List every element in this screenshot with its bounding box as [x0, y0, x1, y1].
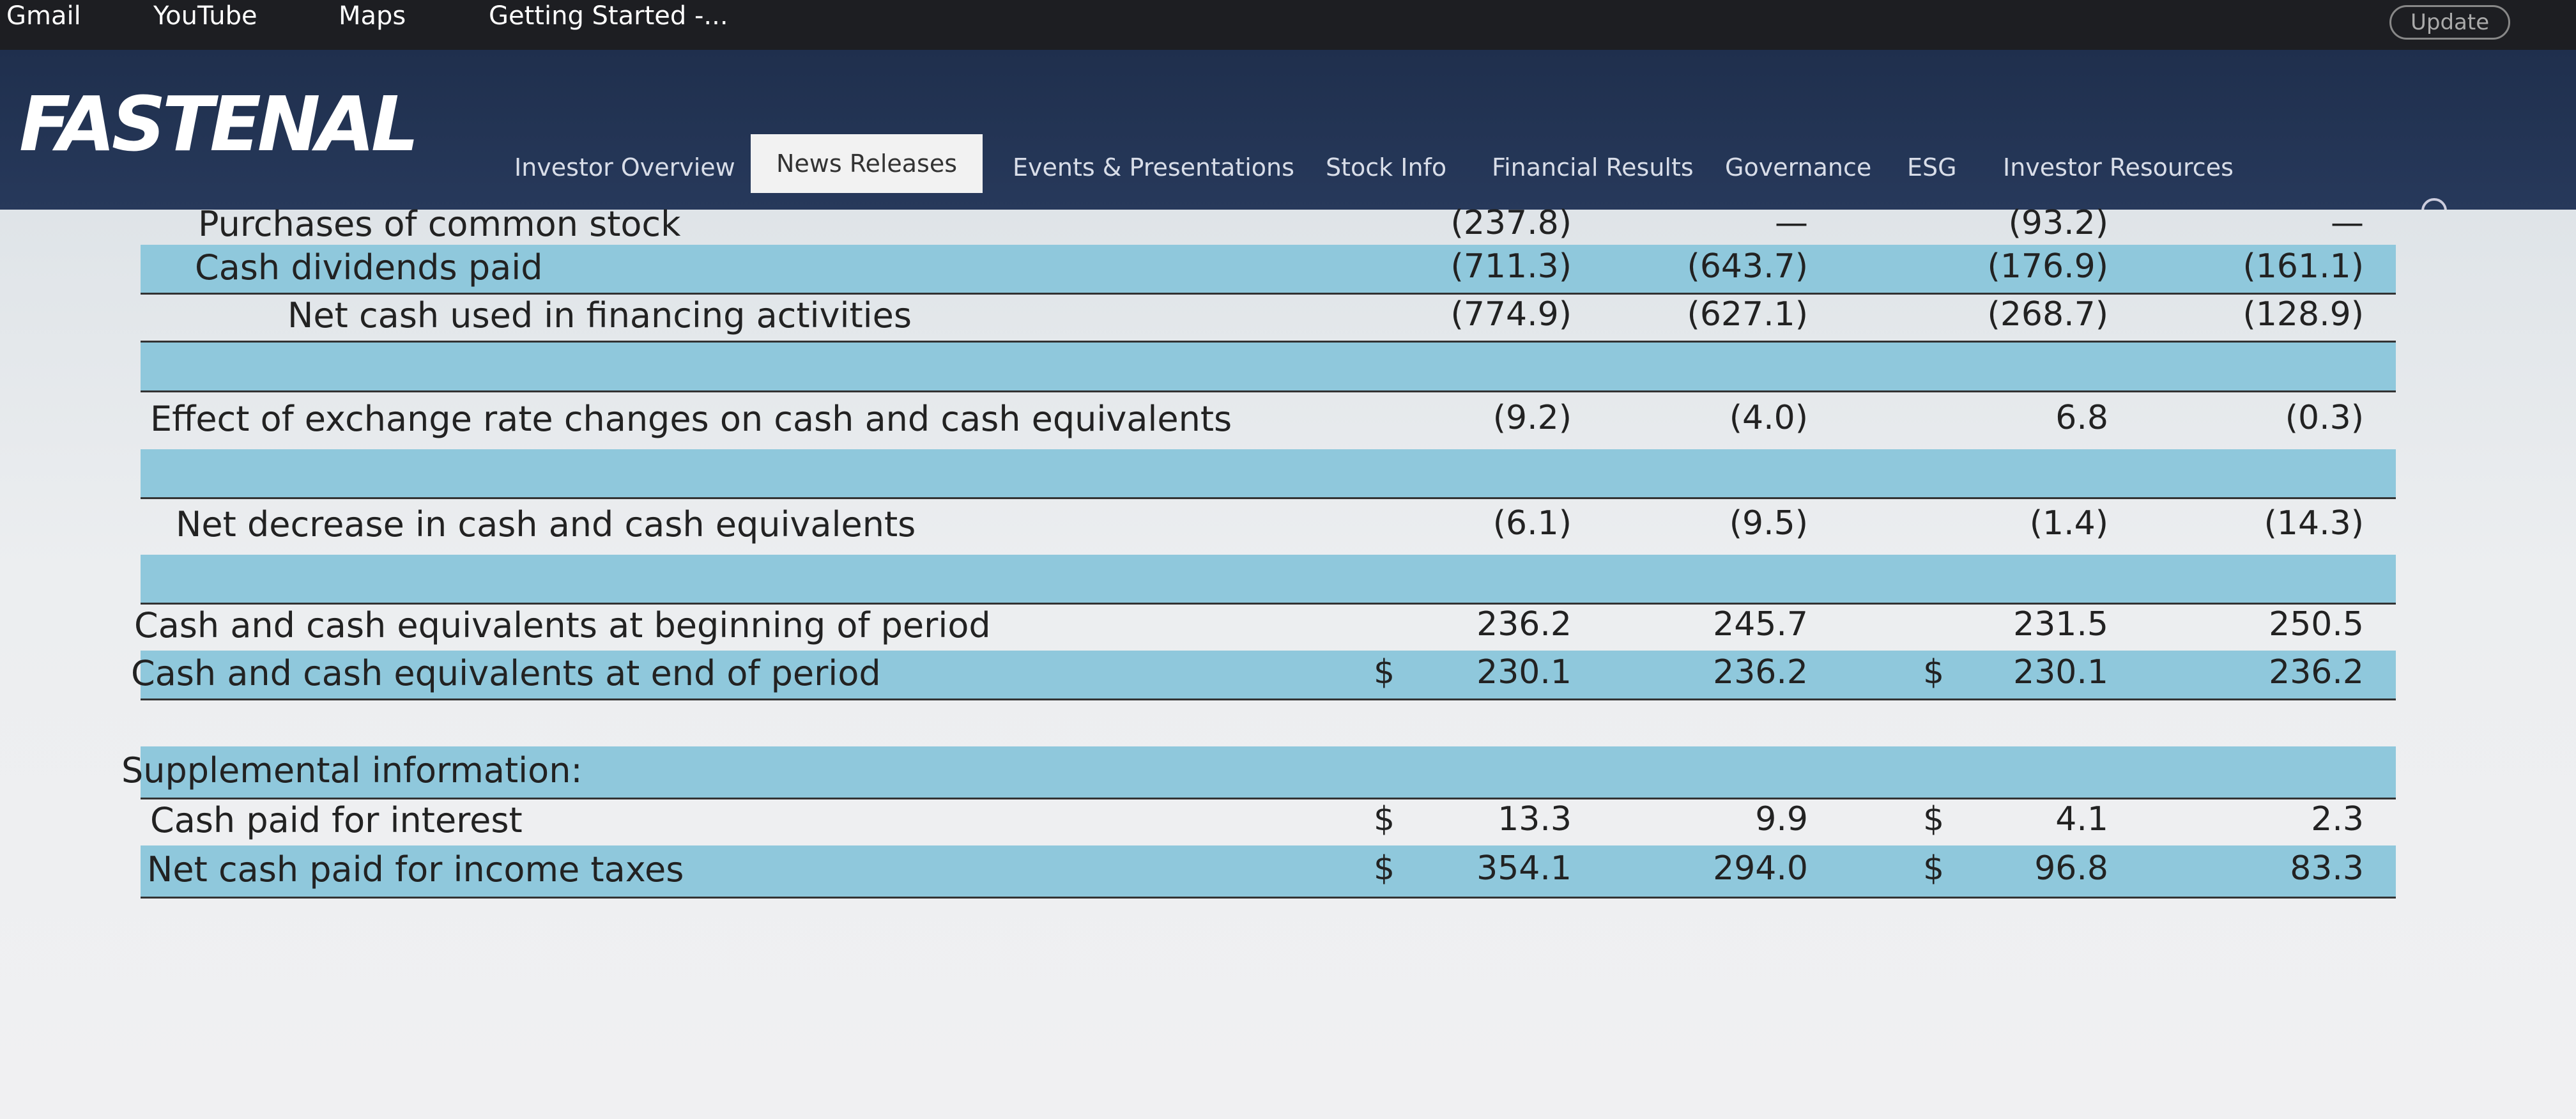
- nav-link[interactable]: Governance: [1725, 153, 1872, 181]
- spacer-row: [141, 449, 2396, 499]
- cash-flow-table: Purchases of common stock (237.8) — (93.2) —…: [0, 204, 2576, 1119]
- row-label: Net cash paid for income taxes: [147, 849, 684, 890]
- value: (643.7): [1687, 247, 1808, 286]
- value: (161.1): [2242, 247, 2364, 286]
- row-label: Cash dividends paid: [195, 247, 543, 288]
- table-row: Net cash used in financing activities (77…: [141, 293, 2396, 343]
- value: (93.2): [2008, 204, 2108, 242]
- value: 354.1: [1476, 849, 1572, 888]
- value: 230.1: [1476, 652, 1572, 691]
- row-label: Purchases of common stock: [198, 204, 681, 244]
- row-label: Cash and cash equivalents at beginning o…: [134, 605, 991, 645]
- value: (268.7): [1987, 295, 2108, 334]
- table-row: Net decrease in cash and cash equivalent…: [141, 497, 2396, 557]
- value: 231.5: [2013, 605, 2108, 644]
- value: 230.1: [2013, 652, 2108, 691]
- value: (237.8): [1450, 204, 1572, 242]
- row-label: Effect of exchange rate changes on cash …: [150, 399, 1232, 439]
- value: (774.9): [1450, 295, 1572, 334]
- table-row: Effect of exchange rate changes on cash …: [141, 392, 2396, 451]
- table-row: Cash and cash equivalents at end of peri…: [131, 651, 2396, 700]
- bookmarks-bar: Gmail YouTube Maps Getting Started -... …: [0, 0, 2576, 50]
- table-row: Cash and cash equivalents at beginning o…: [134, 603, 2396, 652]
- value: 2.3: [2311, 799, 2364, 838]
- value: —: [2331, 204, 2364, 242]
- nav-link[interactable]: Events & Presentations: [1013, 153, 1294, 181]
- value: (6.1): [1492, 504, 1572, 543]
- nav-link[interactable]: Investor Resources: [2003, 153, 2234, 181]
- currency: $: [1923, 652, 1945, 691]
- spacer-row: [141, 555, 2396, 605]
- nav-link[interactable]: News Releases: [751, 134, 983, 193]
- value: (4.0): [1729, 399, 1808, 437]
- update-button[interactable]: Update: [2389, 5, 2511, 40]
- value: 83.3: [2290, 849, 2364, 888]
- currency: $: [1923, 849, 1945, 888]
- bookmark[interactable]: YouTube: [153, 1, 257, 31]
- table-row: Cash dividends paid (711.3) (643.7) (176.9)…: [141, 245, 2396, 295]
- value: 6.8: [2055, 399, 2108, 437]
- value: 13.3: [1498, 799, 1572, 838]
- logo[interactable]: FASTENAL: [19, 80, 419, 168]
- nav-link[interactable]: ESG: [1907, 153, 1957, 181]
- site-header: [0, 50, 2576, 210]
- table-row: Cash paid for interest 13.3 9.9 4.1 2.3 $ $: [141, 798, 2396, 847]
- value: (128.9): [2242, 295, 2364, 334]
- row-label: Net decrease in cash and cash equivalent…: [176, 504, 916, 544]
- value: 250.5: [2269, 605, 2364, 644]
- value: (627.1): [1687, 295, 1808, 334]
- value: (9.2): [1492, 399, 1572, 437]
- value: (711.3): [1450, 247, 1572, 286]
- currency: $: [1374, 849, 1395, 888]
- bookmark[interactable]: Getting Started -...: [489, 1, 728, 31]
- spacer-row: [141, 343, 2396, 392]
- table-row: Supplemental information:: [121, 746, 2396, 799]
- row-label: Supplemental information:: [121, 750, 583, 791]
- table-row: Purchases of common stock (237.8) — (93.2) —: [141, 204, 2396, 247]
- row-label: Net cash used in financing activities: [288, 295, 912, 336]
- value: (1.4): [2029, 504, 2108, 543]
- value: (14.3): [2264, 504, 2364, 543]
- value: 294.0: [1713, 849, 1808, 888]
- currency: $: [1923, 799, 1945, 838]
- row-label: Cash and cash equivalents at end of peri…: [131, 652, 881, 693]
- bookmark[interactable]: Maps: [339, 1, 406, 31]
- bookmark[interactable]: Gmail: [6, 1, 81, 31]
- value: 9.9: [1755, 799, 1808, 838]
- nav-link[interactable]: Stock Info: [1326, 153, 1447, 181]
- nav-link[interactable]: Financial Results: [1492, 153, 1694, 181]
- currency: $: [1374, 799, 1395, 838]
- value: 236.2: [1713, 652, 1808, 691]
- value: (9.5): [1729, 504, 1808, 543]
- value: 4.1: [2055, 799, 2108, 838]
- nav-link[interactable]: Investor Overview: [514, 153, 735, 181]
- value: 236.2: [1476, 605, 1572, 644]
- currency: $: [1374, 652, 1395, 691]
- row-label: Cash paid for interest: [150, 799, 523, 840]
- value: 245.7: [1713, 605, 1808, 644]
- value: (176.9): [1987, 247, 2108, 286]
- value: 96.8: [2034, 849, 2108, 888]
- value: —: [1775, 204, 1808, 242]
- value: 236.2: [2269, 652, 2364, 691]
- value: (0.3): [2285, 399, 2364, 437]
- table-row: Net cash paid for income taxes 354.1 294.0…: [141, 845, 2396, 899]
